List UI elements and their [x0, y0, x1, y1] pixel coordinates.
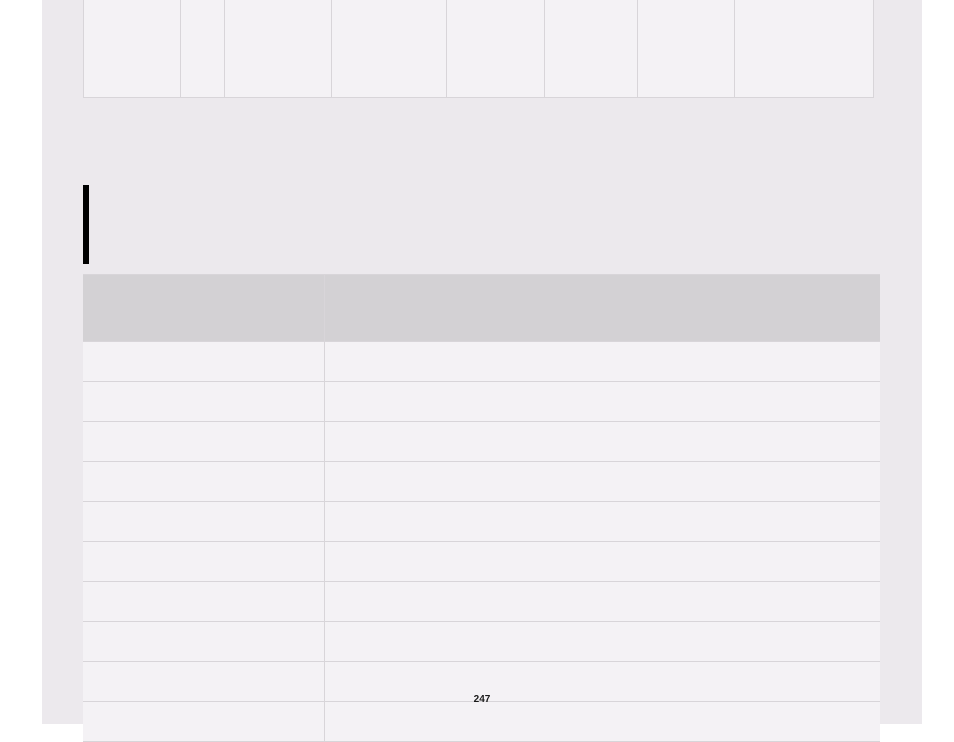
table-row: [83, 702, 880, 742]
table-cell: [735, 0, 874, 98]
table-row: [83, 582, 880, 622]
table-cell: [324, 422, 880, 462]
table-cell: [324, 542, 880, 582]
table-cell: [324, 622, 880, 662]
page-number: 247: [42, 694, 922, 705]
table-cell: [638, 0, 735, 98]
table-cell: [83, 622, 324, 662]
table-cell: [545, 0, 638, 98]
table-cell: [83, 702, 324, 742]
lower-table: [83, 274, 880, 742]
table-cell: [447, 0, 545, 98]
table-row: [83, 342, 880, 382]
table-cell: [83, 422, 324, 462]
table-cell: [324, 382, 880, 422]
table-cell: [324, 462, 880, 502]
table-cell: [83, 542, 324, 582]
table-cell: [83, 582, 324, 622]
table-header-cell: [324, 275, 880, 342]
table-header-row: [83, 275, 880, 342]
heading-marker: [83, 185, 89, 264]
table-row: [83, 462, 880, 502]
table-cell: [324, 502, 880, 542]
table-cell: [84, 0, 181, 98]
table-cell: [181, 0, 225, 98]
table-cell: [83, 382, 324, 422]
table-cell: [324, 702, 880, 742]
table-row: [83, 622, 880, 662]
table-row: [83, 542, 880, 582]
table-cell: [83, 342, 324, 382]
table-header-cell: [83, 275, 324, 342]
table-cell: [332, 0, 447, 98]
upper-partial-row: [83, 0, 874, 98]
table-row: [83, 502, 880, 542]
table-row: [83, 382, 880, 422]
table-cell: [83, 502, 324, 542]
table-row: [83, 422, 880, 462]
page-container: 247: [42, 0, 922, 724]
table-cell: [225, 0, 332, 98]
table-cell: [324, 582, 880, 622]
table-cell: [324, 342, 880, 382]
table-cell: [83, 462, 324, 502]
